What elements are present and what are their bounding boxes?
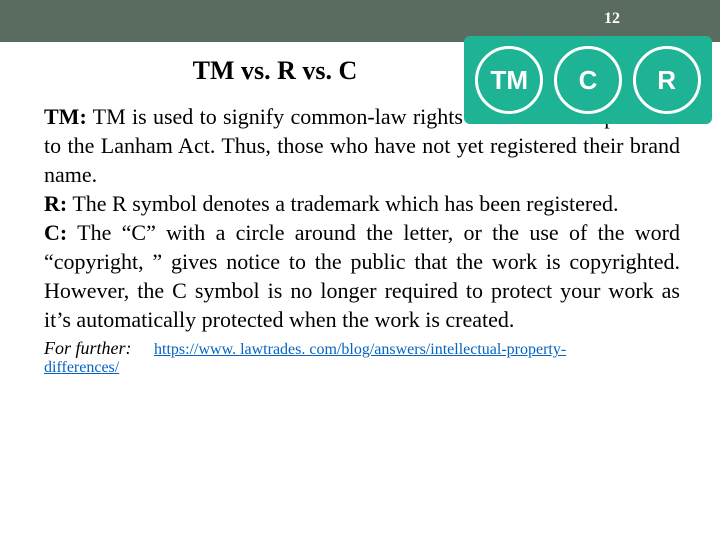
r-term-text: The R symbol denotes a trademark which h… [67,191,618,216]
footer: For further: https://www. lawtrades. com… [0,334,720,377]
badges-container: TM C R [464,36,712,124]
tm-term-label: TM: [44,104,87,129]
c-term-text: The “C” with a circle around the letter,… [44,220,680,332]
footer-label: For further: [44,338,132,358]
footer-link-part1[interactable]: https://www. lawtrades. com/blog/answers… [154,341,566,358]
r-term-label: R: [44,191,67,216]
c-badge-icon: C [554,46,622,114]
tm-badge-icon: TM [475,46,543,114]
c-term-label: C: [44,220,67,245]
r-badge-icon: R [633,46,701,114]
footer-link-part2[interactable]: differences/ [44,359,680,377]
page-number: 12 [604,10,620,28]
